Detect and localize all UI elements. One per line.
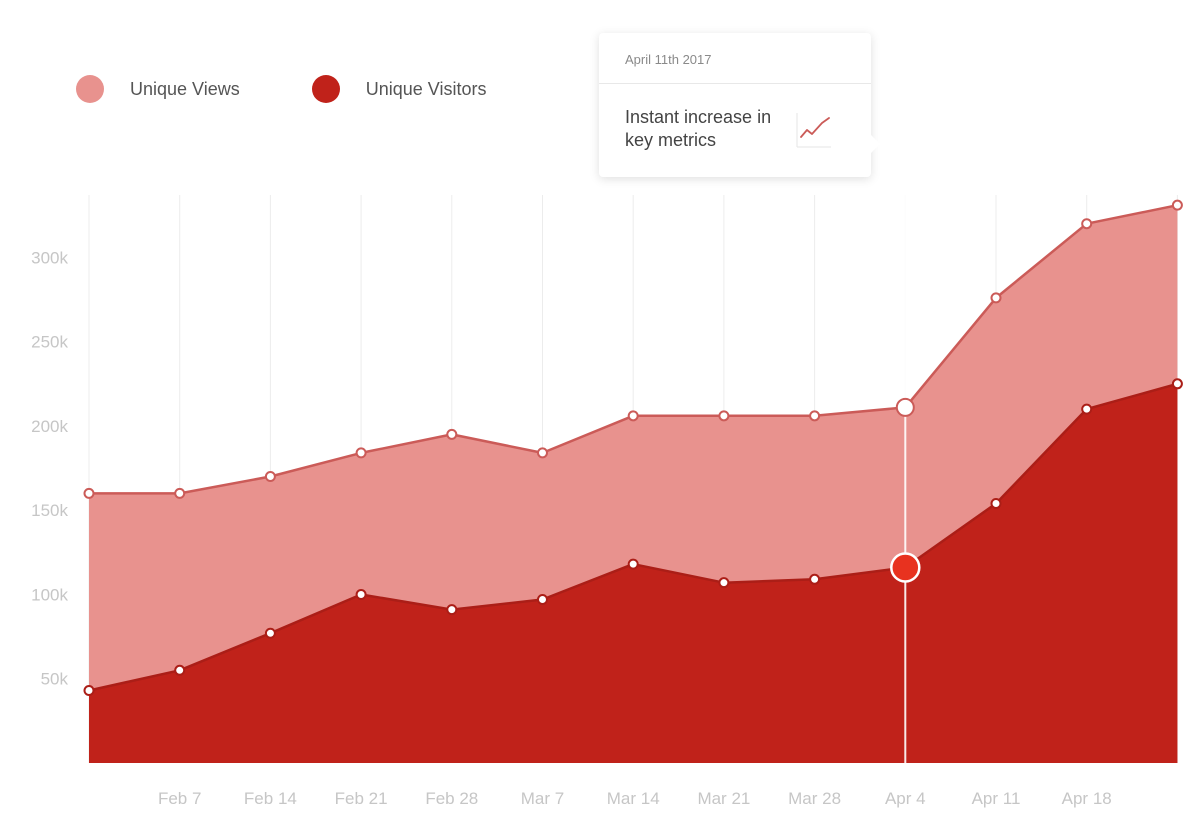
data-point-unique-visitors[interactable]	[83, 685, 95, 697]
y-tick-label: 150k	[31, 501, 68, 520]
legend-label-unique-visitors: Unique Visitors	[365, 78, 487, 99]
legend-swatch-unique-visitors	[311, 75, 340, 103]
data-point-unique-visitors[interactable]	[809, 573, 821, 585]
data-point-unique-views[interactable]	[1171, 199, 1183, 211]
data-point-unique-views[interactable]	[1081, 218, 1093, 230]
legend-item-unique-visitors[interactable]: Unique Visitors	[311, 75, 487, 103]
data-point-unique-views[interactable]	[809, 410, 821, 422]
data-point-unique-visitors[interactable]	[990, 497, 1002, 509]
data-point-unique-views[interactable]	[537, 447, 548, 459]
y-tick-label: 100k	[31, 585, 68, 604]
x-tick-label: Feb 14	[244, 789, 297, 808]
highlight-point-unique-visitors[interactable]	[890, 552, 921, 583]
tooltip-body: Instant increase in key metrics	[599, 84, 871, 152]
legend-label-unique-views: Unique Views	[130, 78, 240, 99]
y-tick-label: 50k	[41, 670, 69, 689]
x-tick-label: Feb 28	[425, 789, 478, 808]
tooltip-text: Instant increase in key metrics	[625, 107, 772, 150]
data-point-unique-views[interactable]	[83, 487, 95, 499]
data-point-unique-views[interactable]	[355, 447, 367, 459]
data-point-unique-visitors[interactable]	[627, 558, 639, 570]
x-tick-label: Mar 14	[607, 789, 660, 808]
axis-labels: 50k 100k 150k 200k 250k 300k Feb 7 Feb 14 Feb 21…	[31, 248, 1112, 808]
x-tick-label: Mar 7	[521, 789, 564, 808]
tooltip-card: April 11th 2017 Instant increase in key …	[599, 33, 880, 177]
data-point-unique-visitors[interactable]	[446, 604, 458, 616]
data-point-unique-views[interactable]	[718, 410, 730, 422]
data-point-unique-visitors[interactable]	[1171, 378, 1183, 390]
data-point-unique-views[interactable]	[990, 292, 1002, 304]
data-point-unique-visitors[interactable]	[174, 664, 186, 676]
y-tick-label: 300k	[31, 248, 68, 267]
legend-item-unique-views[interactable]: Unique Views	[76, 75, 240, 103]
x-tick-label: Feb 21	[335, 789, 388, 808]
data-point-unique-views[interactable]	[174, 487, 186, 499]
x-tick-label: Apr 4	[885, 789, 926, 808]
x-tick-label: Mar 28	[788, 789, 841, 808]
x-tick-label: Apr 18	[1062, 789, 1112, 808]
x-tick-label: Feb 7	[158, 789, 201, 808]
data-point-unique-visitors[interactable]	[1081, 403, 1093, 415]
trend-line-icon	[796, 113, 831, 148]
data-point-unique-visitors[interactable]	[355, 588, 367, 600]
data-point-unique-visitors[interactable]	[718, 577, 730, 589]
data-point-unique-visitors[interactable]	[264, 627, 276, 639]
data-point-unique-visitors[interactable]	[537, 594, 548, 606]
data-point-unique-views[interactable]	[627, 410, 639, 422]
legend: Unique Views Unique Visitors	[76, 75, 558, 103]
tooltip-date: April 11th 2017	[599, 33, 871, 84]
highlight-point-unique-views[interactable]	[895, 397, 915, 417]
data-point-unique-views[interactable]	[446, 428, 458, 440]
legend-swatch-unique-views	[76, 75, 104, 103]
y-tick-label: 200k	[31, 417, 68, 436]
data-point-unique-views[interactable]	[264, 471, 276, 482]
x-tick-label: Mar 21	[697, 789, 750, 808]
y-tick-label: 250k	[31, 333, 68, 352]
x-tick-label: Apr 11	[972, 789, 1021, 808]
data-points[interactable]	[83, 199, 1183, 697]
